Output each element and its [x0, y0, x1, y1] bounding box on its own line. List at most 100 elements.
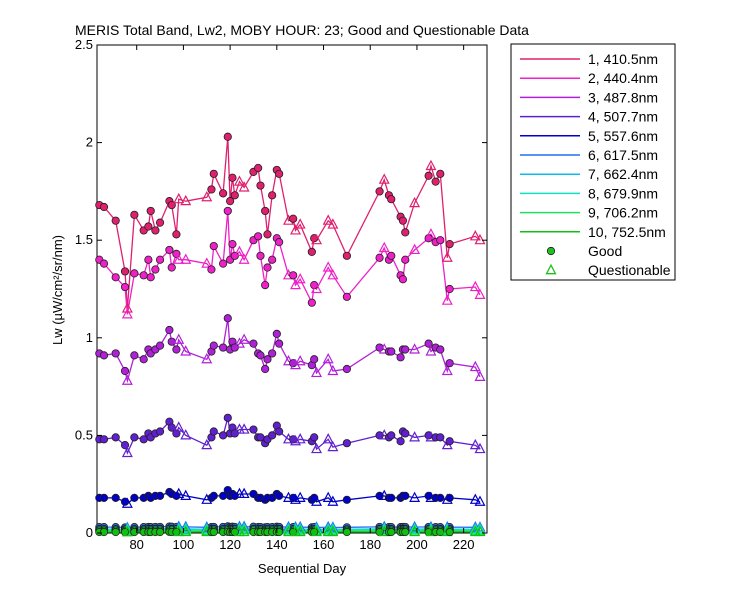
legend-label: 9, 706.2nm [588, 205, 658, 221]
good-point [307, 298, 316, 307]
good-point [99, 435, 109, 444]
questionable-point [327, 495, 339, 506]
questionable-point [441, 294, 453, 305]
good-point [275, 238, 284, 247]
good-point [207, 265, 216, 274]
questionable-point [173, 421, 185, 432]
questionable-point [121, 446, 133, 458]
good-point [120, 267, 130, 276]
good-point [165, 245, 174, 255]
good-point [165, 325, 174, 335]
good-point [310, 433, 319, 442]
marker-layer [95, 132, 486, 537]
good-point [254, 163, 263, 173]
chart-title: MERIS Total Band, Lw2, MOBY HOUR: 23; Go… [75, 22, 529, 38]
questionable-point [409, 431, 421, 442]
questionable-point [173, 487, 185, 499]
questionable-point [474, 525, 486, 537]
good-point [310, 355, 319, 364]
questionable-point [201, 190, 213, 202]
good-point [172, 230, 181, 239]
good-point [254, 232, 263, 241]
questionable-point [201, 438, 213, 450]
questionable-point [441, 251, 453, 262]
questionable-point [378, 241, 390, 253]
questionable-point [173, 192, 185, 204]
questionable-point [322, 214, 334, 225]
questionable-point [469, 493, 481, 504]
questionable-point [425, 228, 437, 239]
questionable-point [233, 245, 245, 257]
good-point [387, 195, 396, 204]
good-point [256, 251, 265, 260]
good-point [151, 226, 160, 235]
questionable-point [469, 438, 481, 450]
y-tick-label: 0.5 [75, 427, 93, 442]
good-point [155, 341, 165, 350]
questionable-point [425, 159, 437, 171]
questionable-point [322, 491, 334, 502]
questionable-point [469, 230, 481, 241]
good-point [155, 491, 165, 501]
good-point [445, 493, 454, 502]
good-point [167, 337, 176, 346]
good-point [342, 495, 351, 504]
questionable-point [441, 364, 453, 376]
questionable-point [311, 233, 323, 245]
good-point [445, 240, 454, 249]
x-tick-label: 220 [453, 537, 475, 552]
good-point [424, 171, 433, 180]
legend-label: 10, 752.5nm [588, 224, 666, 240]
questionable-point [121, 308, 133, 319]
questionable-point [311, 282, 323, 294]
good-point [263, 263, 272, 272]
questionable-point [238, 333, 250, 344]
good-point [268, 349, 277, 358]
good-point [144, 222, 153, 231]
good-point [99, 202, 109, 212]
questionable-point [409, 196, 421, 208]
good-point [268, 191, 277, 200]
good-point [263, 355, 272, 364]
tick-layer: 80 100 120 140 160 180 200 220 0 0.5 1 1.5 2 2.5 [75, 37, 487, 552]
questionable-point [180, 194, 192, 206]
questionable-point [201, 257, 213, 268]
good-point [226, 197, 235, 206]
good-point [275, 339, 284, 348]
good-point [209, 491, 218, 501]
questionable-point [238, 520, 250, 531]
questionable-point [378, 173, 390, 184]
good-point [445, 359, 454, 368]
good-point [268, 431, 277, 440]
questionable-point [409, 491, 421, 502]
good-point [120, 366, 130, 376]
questionable-point [294, 525, 306, 537]
questionable-point [238, 525, 250, 537]
legend-label: Questionable [588, 262, 671, 278]
questionable-point [409, 243, 421, 255]
good-point [375, 187, 384, 196]
x-tick-label: 100 [173, 537, 195, 552]
good-point [219, 259, 228, 268]
questionable-point [294, 524, 306, 535]
good-point [401, 429, 410, 438]
questionable-point [469, 280, 481, 292]
good-point [130, 351, 139, 360]
good-point [275, 427, 284, 436]
good-point [387, 347, 396, 356]
legend-frame [510, 43, 676, 281]
questionable-point [173, 333, 185, 344]
good-point [436, 493, 445, 502]
questionable-point [322, 433, 334, 444]
good-point [424, 339, 433, 348]
good-point [155, 255, 165, 264]
good-point [272, 329, 281, 338]
good-point [396, 353, 405, 362]
questionable-point [173, 525, 185, 537]
good-point [230, 191, 239, 200]
good-point [99, 493, 109, 502]
questionable-point [294, 520, 306, 532]
good-point [167, 263, 176, 272]
good-point [445, 284, 454, 294]
good-point [289, 214, 298, 223]
